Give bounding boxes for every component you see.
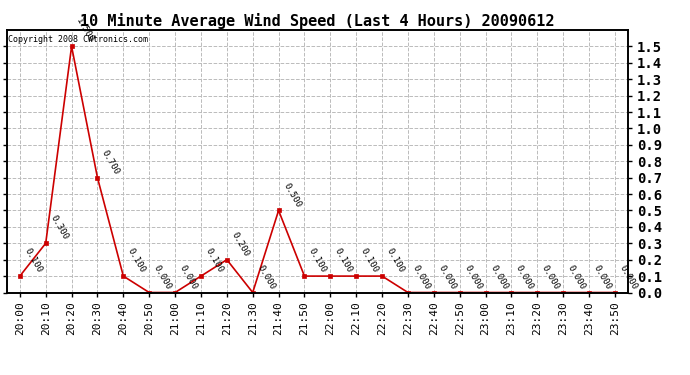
Text: 0.000: 0.000 <box>489 263 509 291</box>
Text: 0.500: 0.500 <box>281 181 302 209</box>
Text: 0.100: 0.100 <box>22 247 43 274</box>
Text: 0.000: 0.000 <box>177 263 199 291</box>
Text: 0.000: 0.000 <box>437 263 457 291</box>
Text: 0.100: 0.100 <box>126 247 147 274</box>
Text: 0.000: 0.000 <box>152 263 173 291</box>
Text: 0.000: 0.000 <box>592 263 613 291</box>
Text: 0.000: 0.000 <box>255 263 277 291</box>
Title: 10 Minute Average Wind Speed (Last 4 Hours) 20090612: 10 Minute Average Wind Speed (Last 4 Hou… <box>80 13 555 29</box>
Text: 0.100: 0.100 <box>359 247 380 274</box>
Text: 0.000: 0.000 <box>540 263 561 291</box>
Text: 0.100: 0.100 <box>385 247 406 274</box>
Text: 0.200: 0.200 <box>229 230 250 258</box>
Text: 0.100: 0.100 <box>307 247 328 274</box>
Text: 0.000: 0.000 <box>618 263 639 291</box>
Text: 1.500: 1.500 <box>75 17 95 45</box>
Text: 0.700: 0.700 <box>100 148 121 176</box>
Text: Copyright 2008 CWtronics.com: Copyright 2008 CWtronics.com <box>8 35 148 44</box>
Text: 0.000: 0.000 <box>462 263 484 291</box>
Text: 0.000: 0.000 <box>411 263 432 291</box>
Text: 0.000: 0.000 <box>514 263 535 291</box>
Text: 0.100: 0.100 <box>204 247 225 274</box>
Text: 0.100: 0.100 <box>333 247 354 274</box>
Text: 0.300: 0.300 <box>48 214 70 242</box>
Text: 0.000: 0.000 <box>566 263 587 291</box>
